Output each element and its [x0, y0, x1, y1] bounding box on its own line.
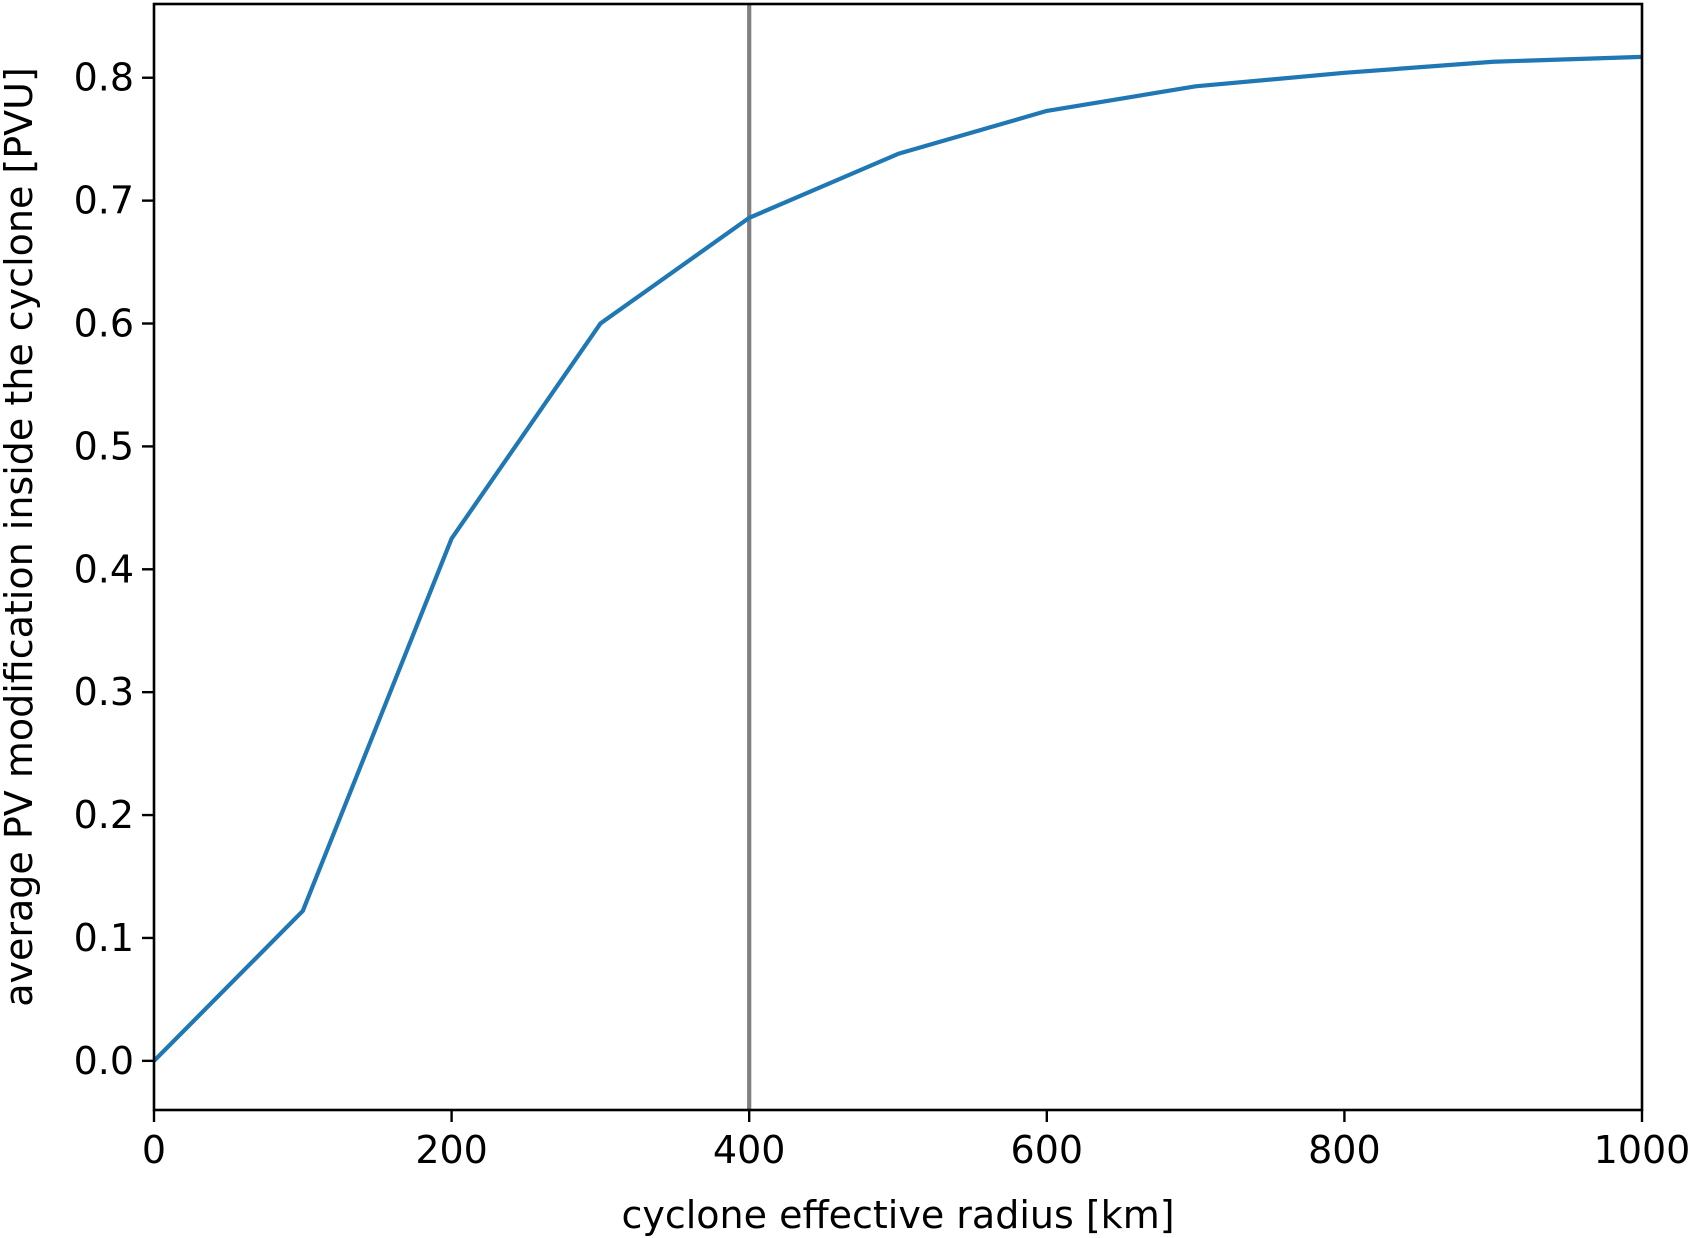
- x-tick-label: 800: [1308, 1128, 1381, 1172]
- x-tick-label: 200: [415, 1128, 488, 1172]
- y-tick-label: 0.4: [74, 547, 134, 591]
- y-tick-label: 0.7: [74, 179, 134, 223]
- x-tick-label: 0: [142, 1128, 166, 1172]
- x-tick-label: 600: [1011, 1128, 1084, 1172]
- y-tick-label: 0.3: [74, 670, 134, 714]
- axes-frame: [152, 2, 1644, 1112]
- x-tick-label: 400: [713, 1128, 786, 1172]
- series-line: [154, 54, 1642, 1063]
- y-tick-label: 0.1: [74, 916, 134, 960]
- series-layer: [154, 54, 1642, 1063]
- x-axis-ticks: 0 200 400 600 800 1000: [142, 1110, 1690, 1172]
- y-tick-label: 0.5: [74, 424, 134, 468]
- x-tick-label: 1000: [1594, 1128, 1691, 1172]
- y-tick-label: 0.2: [74, 793, 134, 837]
- y-tick-label: 0.6: [74, 302, 134, 346]
- y-tick-label: 0.8: [74, 56, 134, 100]
- y-axis-label: average PV modification inside the cyclo…: [0, 67, 41, 1007]
- x-axis-label: cyclone effective radius [km]: [621, 1193, 1174, 1237]
- y-axis-ticks: 0.0 0.1 0.2 0.3 0.4 0.5 0.6 0.7 0.8: [74, 56, 154, 1083]
- y-tick-label: 0.0: [74, 1039, 134, 1083]
